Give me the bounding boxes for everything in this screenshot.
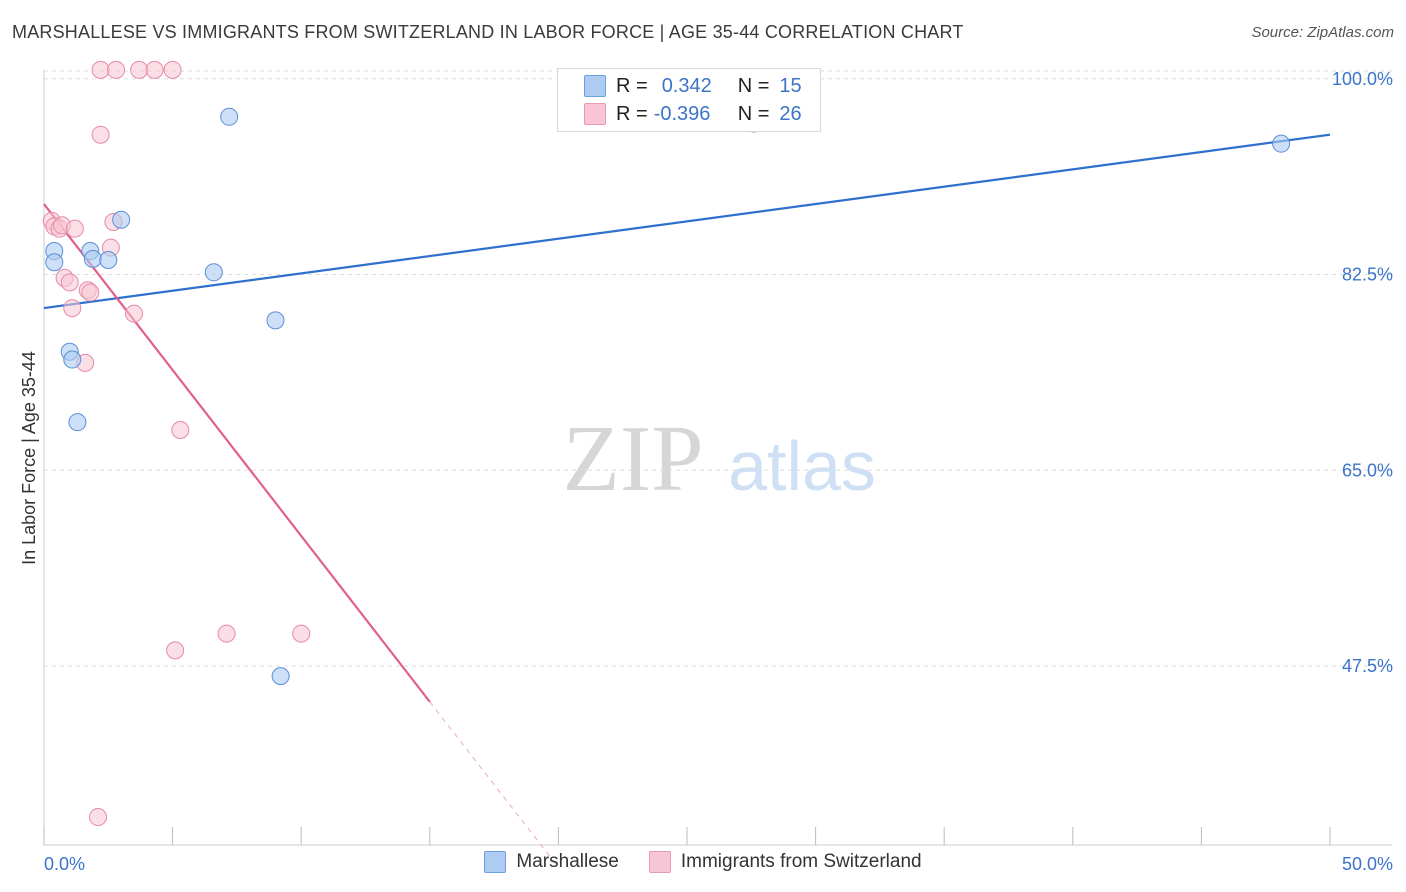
- marshallese-point: [204, 263, 223, 282]
- switzerland-point: [171, 421, 190, 440]
- switzerland-point: [60, 273, 79, 292]
- x-tick-label: 0.0%: [44, 854, 85, 874]
- legend-label: Marshallese: [516, 851, 619, 872]
- watermark-atlas: atlas: [728, 427, 876, 505]
- marshallese-point: [266, 311, 285, 330]
- chart-title: MARSHALLESE VS IMMIGRANTS FROM SWITZERLA…: [12, 22, 964, 42]
- marshallese-point: [271, 667, 290, 686]
- x-tick-label: 50.0%: [1342, 854, 1393, 874]
- y-tick-label: 82.5%: [1342, 265, 1393, 285]
- switzerland-point: [125, 304, 144, 323]
- switzerland-point: [292, 624, 311, 643]
- marshallese-point: [99, 250, 118, 269]
- stats-row-switzerland: R = -0.396 N = 26: [584, 100, 802, 128]
- switzerland-point: [217, 624, 236, 643]
- n-label: N =: [737, 102, 770, 125]
- marshallese-point: [63, 350, 82, 369]
- legend-item-marshallese[interactable]: Marshallese: [484, 851, 619, 873]
- pink-swatch: [584, 103, 606, 125]
- y-tick-label: 65.0%: [1342, 460, 1393, 480]
- n-label: N =: [737, 74, 770, 97]
- bottom-legend: Marshallese Immigrants from Switzerland: [0, 851, 1406, 873]
- axes: [43, 70, 1392, 846]
- legend-label: Immigrants from Switzerland: [680, 851, 922, 872]
- y-tick-label: 100.0%: [1332, 69, 1393, 89]
- marshallese-point: [83, 249, 102, 268]
- stats-legend: R = 0.342 N = 15 R = -0.396 N = 26: [557, 68, 821, 132]
- y-axis-label: In Labor Force | Age 35-44: [19, 351, 39, 565]
- n-value: 15: [779, 74, 802, 97]
- blue-swatch: [584, 75, 606, 97]
- switzerland-point: [89, 808, 108, 827]
- marshallese-trend-line: [43, 133, 1331, 310]
- trend-lines: [43, 133, 1331, 868]
- switzerland-point: [166, 641, 185, 660]
- marshallese-point: [68, 413, 87, 432]
- switzerland-trend-extension: [429, 701, 559, 868]
- source-label: Source: ZipAtlas.com: [1251, 24, 1394, 41]
- switzerland-point: [63, 299, 82, 318]
- y-tick-label: 47.5%: [1342, 656, 1393, 676]
- marshallese-point: [45, 253, 64, 272]
- switzerland-point: [107, 60, 126, 79]
- r-label: R =: [616, 74, 648, 97]
- watermark: ZIP atlas: [563, 407, 876, 511]
- marshallese-point: [1272, 134, 1291, 153]
- marshallese-point: [220, 107, 239, 126]
- switzerland-point: [65, 219, 84, 238]
- switzerland-point: [91, 125, 110, 144]
- switzerland-point: [91, 60, 110, 79]
- r-value: -0.396: [653, 102, 711, 125]
- legend-swatch-blue: [484, 851, 507, 873]
- stats-row-marshallese: R = 0.342 N = 15: [584, 72, 802, 100]
- legend-item-switzerland[interactable]: Immigrants from Switzerland: [648, 851, 922, 873]
- watermark-zip: ZIP: [563, 407, 704, 511]
- r-label: R =: [616, 102, 648, 125]
- n-value: 26: [779, 102, 802, 125]
- switzerland-point: [130, 60, 149, 79]
- legend-swatch-pink: [648, 851, 671, 873]
- gridlines: [44, 70, 1392, 667]
- tick-labels: 47.5% 65.0% 82.5% 100.0% 0.0% 50.0%: [44, 69, 1393, 874]
- marshallese-point: [112, 210, 131, 229]
- switzerland-point: [81, 283, 100, 302]
- switzerland-point: [145, 60, 164, 79]
- switzerland-point: [163, 60, 182, 79]
- r-value: 0.342: [661, 74, 712, 97]
- switzerland-trend-line: [43, 203, 431, 703]
